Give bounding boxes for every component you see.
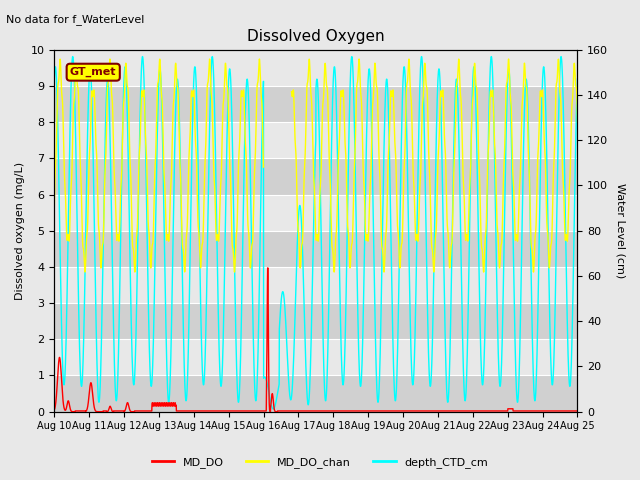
Text: GT_met: GT_met	[70, 67, 116, 77]
Y-axis label: Dissolved oxygen (mg/L): Dissolved oxygen (mg/L)	[15, 162, 25, 300]
Title: Dissolved Oxygen: Dissolved Oxygen	[247, 29, 385, 44]
Bar	[54, 231, 577, 267]
Bar	[54, 50, 577, 86]
Legend: MD_DO, MD_DO_chan, depth_CTD_cm: MD_DO, MD_DO_chan, depth_CTD_cm	[147, 452, 493, 472]
Text: No data for f_WaterLevel: No data for f_WaterLevel	[6, 14, 145, 25]
Bar	[54, 267, 577, 303]
Bar	[54, 303, 577, 339]
Y-axis label: Water Level (cm): Water Level (cm)	[615, 183, 625, 278]
Bar	[54, 339, 577, 375]
Bar	[54, 122, 577, 158]
Bar	[54, 375, 577, 412]
Bar	[54, 86, 577, 122]
Bar	[54, 158, 577, 194]
Bar	[54, 194, 577, 231]
